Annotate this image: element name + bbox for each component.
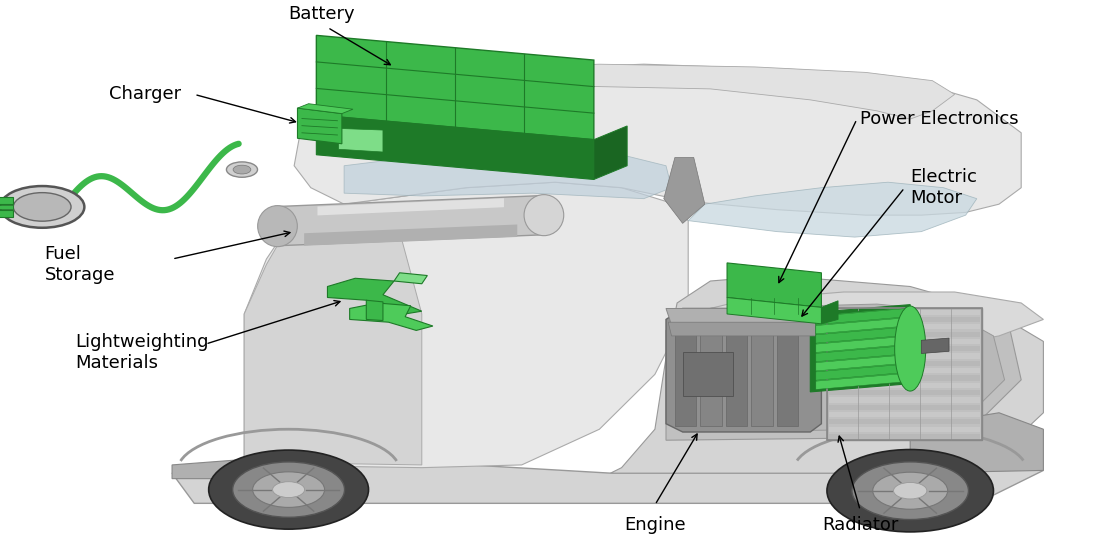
Polygon shape bbox=[666, 295, 1021, 440]
Polygon shape bbox=[297, 104, 353, 114]
Circle shape bbox=[253, 472, 324, 508]
Circle shape bbox=[894, 482, 927, 499]
Polygon shape bbox=[829, 383, 980, 388]
Polygon shape bbox=[829, 310, 980, 315]
Polygon shape bbox=[666, 309, 821, 432]
Circle shape bbox=[233, 462, 344, 518]
Ellipse shape bbox=[258, 206, 297, 246]
Text: Electric
Motor: Electric Motor bbox=[910, 168, 977, 207]
Polygon shape bbox=[821, 301, 838, 324]
Polygon shape bbox=[0, 210, 13, 217]
Polygon shape bbox=[829, 332, 980, 337]
Polygon shape bbox=[829, 412, 980, 417]
Polygon shape bbox=[829, 434, 980, 439]
Text: Battery: Battery bbox=[289, 5, 355, 23]
Polygon shape bbox=[816, 318, 905, 334]
Polygon shape bbox=[700, 322, 722, 426]
Circle shape bbox=[0, 186, 84, 228]
Polygon shape bbox=[726, 322, 747, 426]
Polygon shape bbox=[829, 398, 980, 403]
Polygon shape bbox=[297, 108, 342, 144]
Polygon shape bbox=[350, 303, 433, 331]
Polygon shape bbox=[829, 346, 980, 351]
Polygon shape bbox=[829, 376, 980, 381]
Polygon shape bbox=[317, 198, 504, 216]
Circle shape bbox=[13, 192, 71, 221]
Polygon shape bbox=[829, 361, 980, 366]
Polygon shape bbox=[172, 459, 289, 478]
Polygon shape bbox=[727, 263, 821, 307]
Circle shape bbox=[852, 462, 968, 520]
Polygon shape bbox=[344, 149, 672, 199]
Polygon shape bbox=[816, 309, 905, 324]
Polygon shape bbox=[827, 309, 982, 440]
Text: Power Electronics: Power Electronics bbox=[860, 110, 1019, 128]
Circle shape bbox=[827, 449, 993, 532]
Polygon shape bbox=[610, 276, 1043, 473]
Polygon shape bbox=[304, 224, 517, 246]
Polygon shape bbox=[666, 309, 827, 325]
Polygon shape bbox=[172, 462, 1043, 503]
Polygon shape bbox=[816, 327, 905, 343]
Polygon shape bbox=[921, 338, 949, 354]
Text: Lightweighting
Materials: Lightweighting Materials bbox=[75, 333, 209, 372]
Polygon shape bbox=[829, 339, 980, 344]
Text: Fuel
Storage: Fuel Storage bbox=[44, 245, 115, 284]
Polygon shape bbox=[677, 304, 1005, 432]
Ellipse shape bbox=[524, 195, 564, 235]
Polygon shape bbox=[339, 128, 383, 152]
Polygon shape bbox=[777, 322, 798, 426]
Polygon shape bbox=[829, 324, 980, 329]
Polygon shape bbox=[910, 412, 1043, 473]
Polygon shape bbox=[816, 373, 905, 389]
Polygon shape bbox=[316, 115, 594, 179]
Polygon shape bbox=[816, 307, 905, 389]
Polygon shape bbox=[829, 405, 980, 410]
Polygon shape bbox=[668, 322, 824, 336]
Polygon shape bbox=[278, 195, 544, 246]
Polygon shape bbox=[829, 354, 980, 359]
Polygon shape bbox=[810, 305, 910, 392]
Circle shape bbox=[872, 472, 948, 509]
Polygon shape bbox=[327, 278, 422, 314]
Polygon shape bbox=[172, 182, 688, 473]
Polygon shape bbox=[316, 35, 594, 140]
Polygon shape bbox=[294, 64, 1021, 215]
Polygon shape bbox=[829, 419, 980, 425]
Circle shape bbox=[233, 165, 251, 174]
Circle shape bbox=[209, 450, 369, 529]
Polygon shape bbox=[394, 273, 427, 284]
Polygon shape bbox=[816, 364, 905, 380]
Polygon shape bbox=[666, 292, 1043, 364]
Polygon shape bbox=[816, 337, 905, 353]
Polygon shape bbox=[688, 182, 977, 237]
Circle shape bbox=[226, 162, 258, 177]
Polygon shape bbox=[816, 346, 905, 362]
Polygon shape bbox=[816, 355, 905, 371]
Polygon shape bbox=[829, 390, 980, 395]
Polygon shape bbox=[366, 300, 383, 321]
Polygon shape bbox=[710, 320, 955, 355]
Polygon shape bbox=[829, 427, 980, 432]
Polygon shape bbox=[683, 353, 733, 397]
Text: Radiator: Radiator bbox=[823, 516, 898, 534]
Polygon shape bbox=[594, 126, 627, 179]
Polygon shape bbox=[751, 322, 773, 426]
Polygon shape bbox=[829, 368, 980, 373]
Circle shape bbox=[273, 482, 304, 498]
Polygon shape bbox=[675, 322, 696, 426]
Polygon shape bbox=[664, 157, 705, 223]
Text: Charger: Charger bbox=[109, 85, 181, 103]
Polygon shape bbox=[316, 64, 955, 119]
Polygon shape bbox=[0, 205, 13, 209]
Polygon shape bbox=[244, 210, 422, 465]
Text: Engine: Engine bbox=[624, 516, 686, 534]
Ellipse shape bbox=[895, 306, 926, 391]
Polygon shape bbox=[727, 298, 821, 324]
Polygon shape bbox=[829, 317, 980, 322]
Polygon shape bbox=[0, 197, 13, 204]
